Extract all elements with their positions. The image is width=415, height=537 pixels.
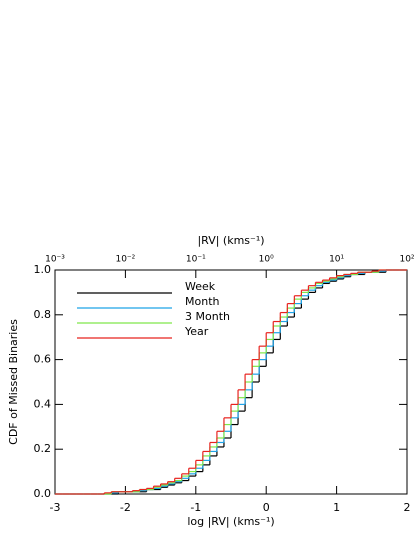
legend-label: Month: [185, 295, 220, 308]
top-tick-label: 10²: [399, 255, 414, 265]
y-tick-label: 1.0: [34, 263, 52, 276]
x-axis-label: log |RV| (kms⁻¹): [187, 515, 274, 528]
legend-label: Year: [184, 325, 209, 338]
x-tick-label: -3: [50, 501, 61, 514]
top-tick-label: 10⁻¹: [186, 255, 206, 265]
x-tick-label: 0: [263, 501, 270, 514]
legend-label: Week: [185, 280, 216, 293]
top-tick-label: 10⁰: [259, 255, 274, 265]
y-axis-label: CDF of Missed Binaries: [7, 319, 20, 445]
x-tick-label: -2: [120, 501, 131, 514]
top-tick-label: 10⁻²: [115, 255, 135, 265]
x-tick-label: 2: [404, 501, 411, 514]
top-tick-label: 10¹: [329, 255, 344, 265]
x-tick-label: 1: [333, 501, 340, 514]
y-tick-label: 0.0: [34, 487, 52, 500]
top-tick-label: 10⁻³: [45, 255, 65, 265]
y-tick-label: 0.6: [34, 353, 52, 366]
top-axis-label: |RV| (kms⁻¹): [197, 234, 264, 247]
y-tick-label: 0.4: [34, 397, 52, 410]
y-tick-label: 0.8: [34, 308, 52, 321]
legend-label: 3 Month: [185, 310, 230, 323]
y-tick-label: 0.2: [34, 442, 52, 455]
x-tick-label: -1: [190, 501, 201, 514]
plot-frame: [54, 269, 408, 495]
